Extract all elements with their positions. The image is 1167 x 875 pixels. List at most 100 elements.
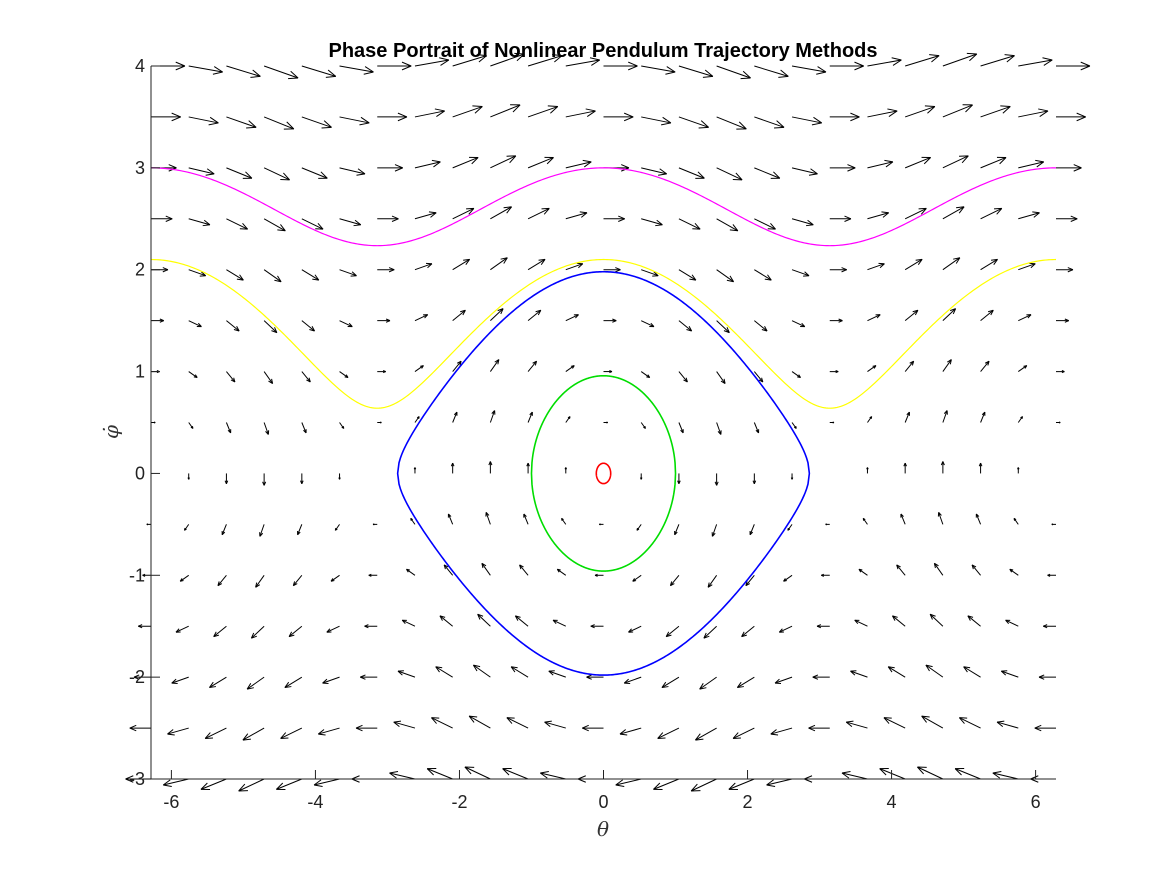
quiver-arrow (301, 269, 320, 281)
quiver-arrow (754, 269, 772, 281)
quiver-arrow (829, 215, 852, 222)
quiver-arrow (300, 473, 304, 485)
quiver-arrow (883, 717, 906, 729)
trajectory-line (595, 462, 612, 485)
quiver-arrow (150, 421, 156, 424)
quiver-arrow (301, 320, 316, 332)
quiver-arrow (867, 416, 873, 423)
quiver-arrow (790, 473, 794, 480)
quiver-arrow (603, 267, 621, 273)
quiver-arrow (1055, 215, 1078, 222)
quiver-arrow (829, 112, 860, 122)
quiver-arrow (937, 512, 944, 525)
quiver-arrow (292, 574, 303, 587)
quiver-arrow (490, 52, 525, 67)
quiver-arrow (1047, 573, 1057, 577)
quiver-arrow (980, 207, 1003, 220)
quiver-arrow (414, 211, 437, 220)
quiver-arrow (1055, 318, 1069, 323)
quiver-arrow (921, 715, 944, 729)
quiver-arrow (540, 771, 566, 780)
quiver-arrow (485, 512, 491, 525)
quiver-arrow (639, 473, 643, 480)
quiver-arrow (942, 410, 948, 423)
quiver-arrow (900, 513, 906, 525)
quiver-arrow (678, 371, 688, 383)
quiver-arrow (263, 320, 278, 334)
quiver-arrow (339, 218, 362, 227)
x-tick-label: 0 (598, 792, 608, 812)
quiver-arrow (904, 258, 923, 271)
quiver-arrow (674, 524, 680, 536)
quiver-arrow (641, 116, 672, 126)
quiver-arrow (1038, 674, 1057, 680)
x-axis-label: θ (597, 817, 609, 841)
quiver-arrow (791, 320, 806, 328)
quiver-arrow (1055, 267, 1074, 273)
quiver-arrow (565, 108, 596, 118)
quiver-arrow (150, 215, 173, 222)
quiver-arrow (829, 370, 839, 374)
quiver-arrow (226, 65, 261, 78)
quiver-arrow (377, 370, 386, 374)
quiver-arrow (414, 108, 445, 118)
quiver-arrow (905, 54, 940, 67)
quiver-arrow (280, 727, 303, 739)
quiver-arrow (1051, 523, 1057, 526)
quiver-arrow (565, 314, 579, 322)
quiver-arrow (1005, 619, 1019, 627)
quiver-arrow (565, 57, 601, 67)
quiver-arrow (980, 156, 1007, 169)
quiver-arrow (301, 65, 337, 78)
y-tick-label: 1 (135, 362, 145, 382)
quiver-arrow (510, 666, 529, 678)
quiver-arrow (716, 371, 726, 384)
quiver-arrow (368, 573, 378, 577)
quiver-arrow (377, 164, 403, 172)
quiver-arrow (188, 422, 194, 429)
quiver-arrow (628, 625, 642, 633)
y-tick-label: 3 (135, 158, 145, 178)
quiver-arrow (879, 767, 906, 780)
y-tick-label: -3 (129, 769, 145, 789)
quiver-arrow (514, 615, 529, 627)
quiver-arrow (783, 574, 793, 582)
quiver-arrow (490, 104, 521, 118)
x-tick-label: -6 (163, 792, 179, 812)
quiver-arrow (452, 207, 475, 220)
quiver-arrow (958, 717, 981, 729)
quiver-arrow (640, 422, 646, 429)
quiver-arrow (754, 65, 789, 78)
quiver-arrow (1055, 164, 1082, 172)
quiver-arrow (224, 473, 229, 485)
quiver-arrow (489, 410, 496, 423)
quiver-arrow (678, 218, 701, 230)
quiver-arrow (490, 257, 508, 271)
quiver-arrow (980, 105, 1011, 118)
quiver-arrow (226, 218, 249, 230)
quiver-arrow (339, 65, 374, 75)
quiver-arrow (829, 267, 847, 273)
quiver-arrow (204, 727, 227, 739)
quiver-arrow (263, 65, 299, 80)
quiver-arrow (754, 116, 785, 129)
quiver-arrow (334, 524, 340, 531)
quiver-arrow (410, 517, 416, 525)
quiver-arrow (774, 676, 793, 684)
quiver-arrow (188, 269, 207, 277)
quiver-arrow (752, 473, 757, 485)
quiver-arrow (896, 564, 906, 576)
quiver-arrow (754, 218, 776, 230)
y-tick-label: 0 (135, 463, 145, 483)
quiver-arrow (242, 727, 265, 741)
quiver-arrow (816, 624, 830, 629)
quiver-arrow (146, 523, 152, 526)
quiver-arrow (678, 422, 684, 434)
quiver-arrow (1018, 211, 1040, 220)
quiver-arrow (791, 371, 801, 379)
quiver-arrow (1018, 108, 1049, 118)
quiver-arrow (867, 314, 881, 322)
quiver-arrow (339, 422, 345, 429)
quiver-arrow (414, 159, 441, 169)
